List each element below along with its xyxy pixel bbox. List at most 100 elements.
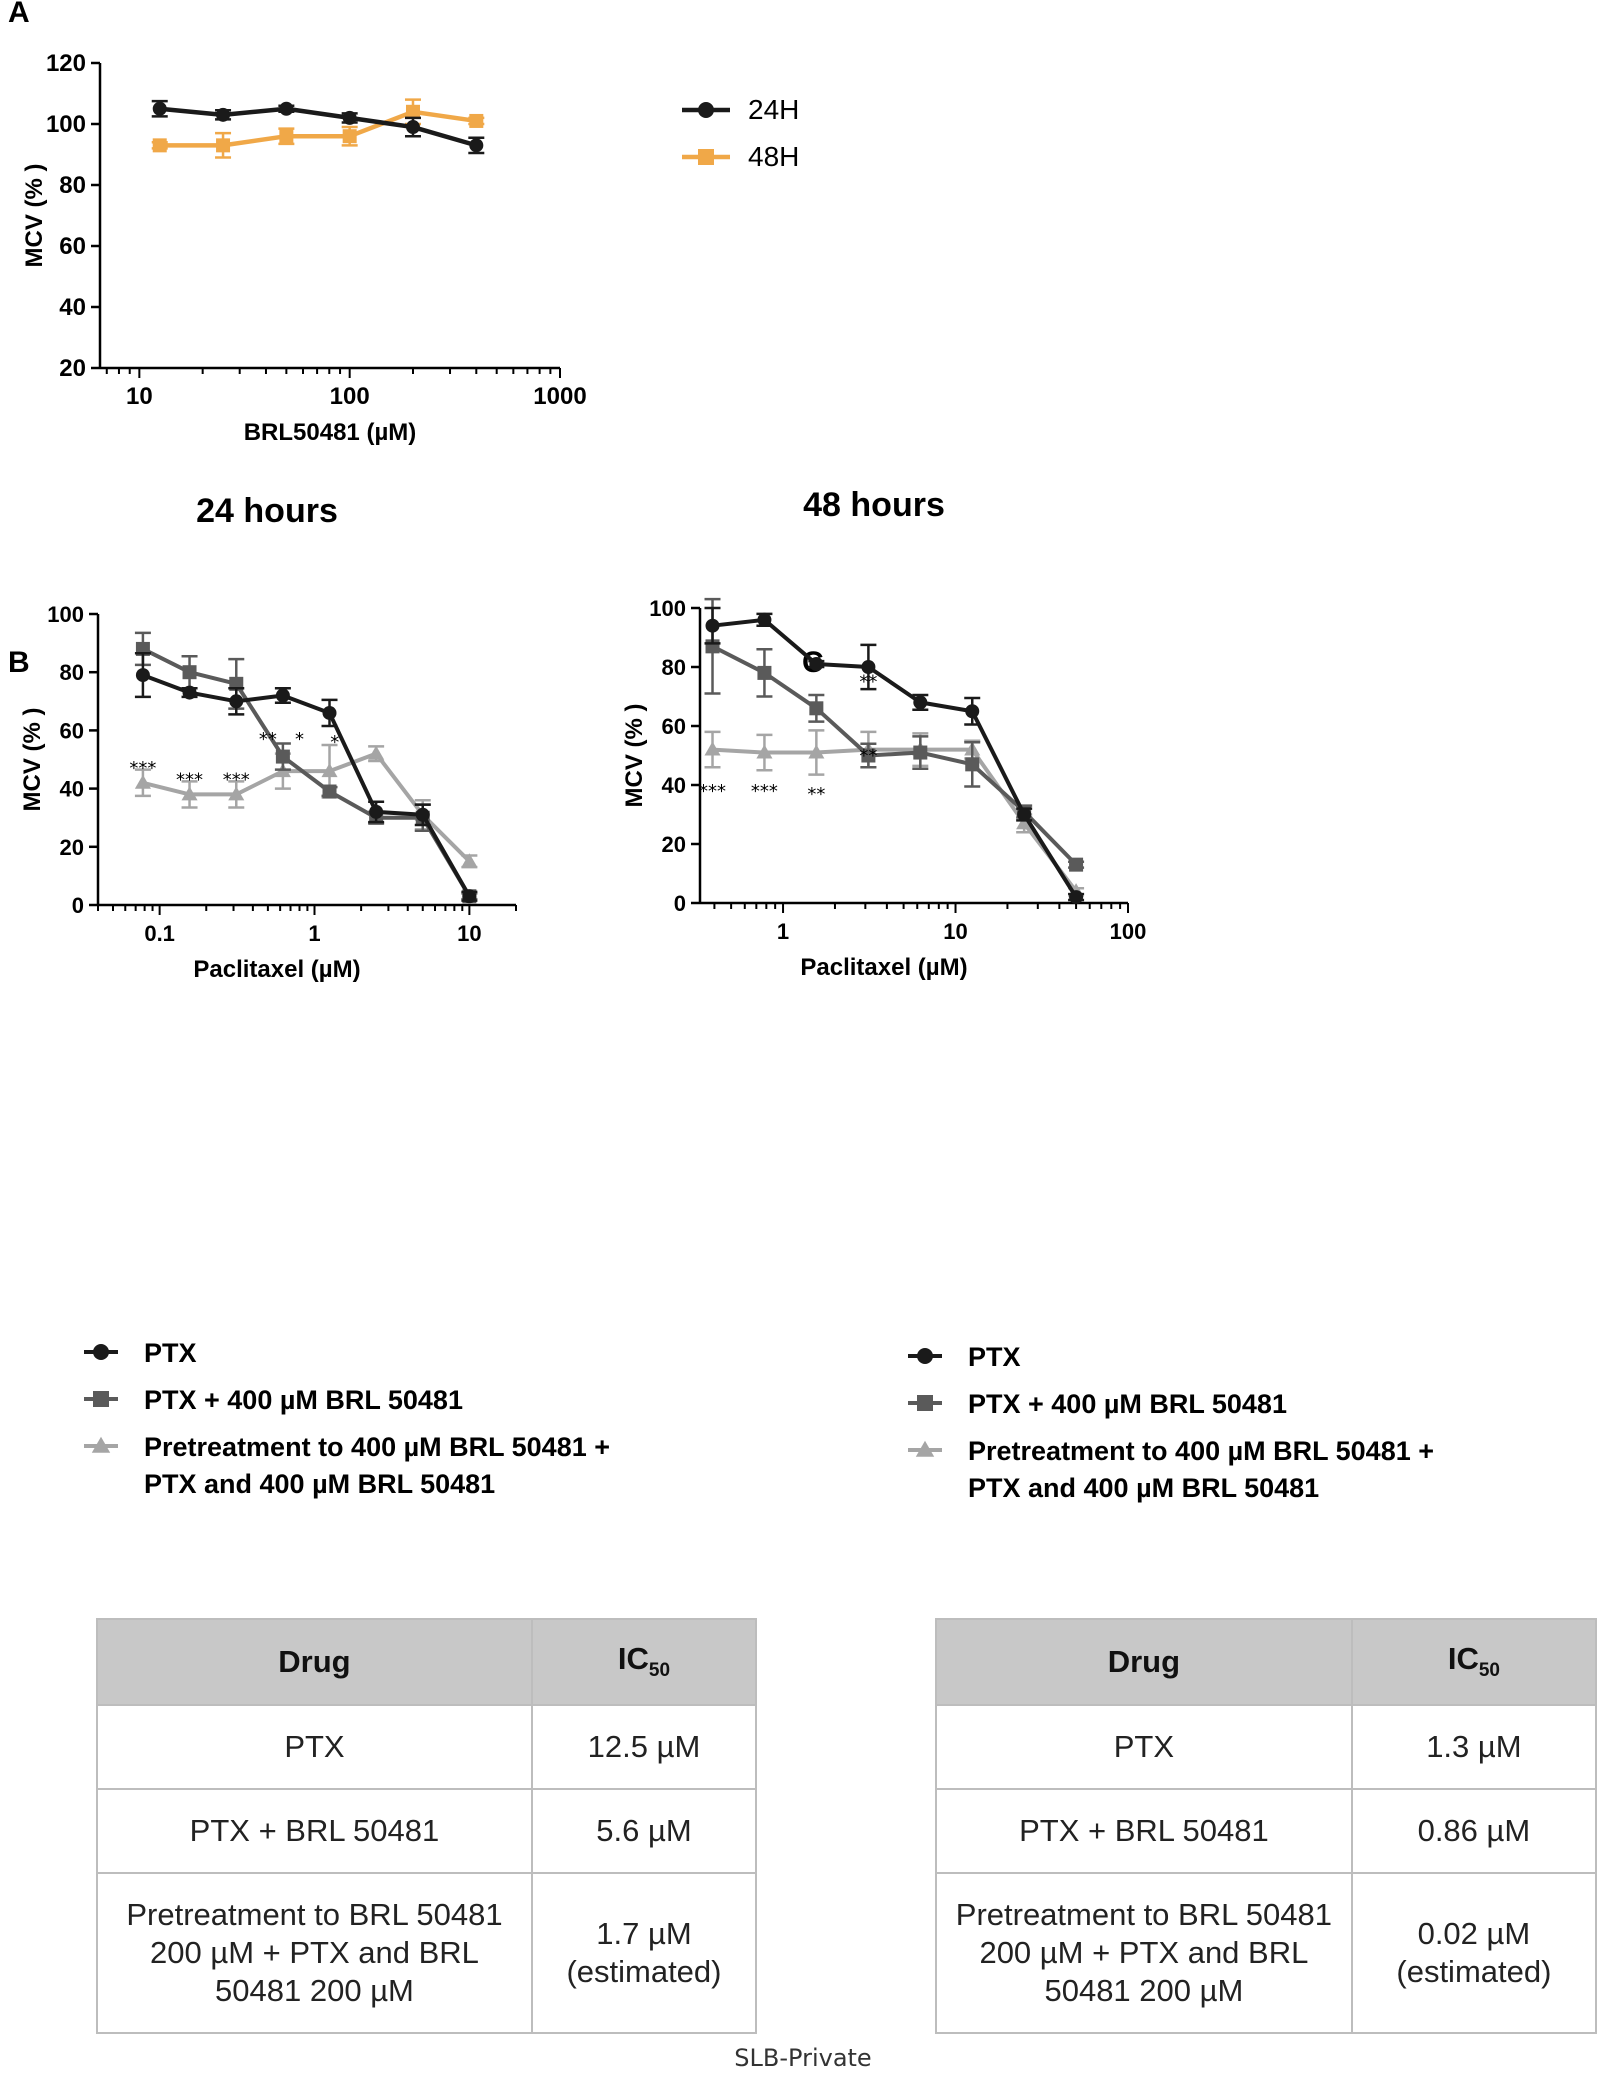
legend-label: PTX and 400 µM BRL 50481 <box>968 1473 1319 1503</box>
data-point <box>698 149 714 165</box>
table-header-drug: Drug <box>935 1618 1353 1706</box>
y-tick-label: 60 <box>60 718 84 743</box>
x-tick-label: 1 <box>777 919 789 944</box>
legend-label: PTX and 400 µM BRL 50481 <box>144 1469 495 1499</box>
table-header-ic50: IC50 <box>530 1618 758 1706</box>
data-point <box>279 101 294 116</box>
series-line <box>711 644 1078 867</box>
data-point <box>322 784 337 799</box>
data-point <box>469 138 484 153</box>
data-point <box>861 748 876 763</box>
data-point <box>93 1344 109 1360</box>
data-point <box>461 853 478 868</box>
x-axis-label: Paclitaxel (µM) <box>800 954 967 981</box>
significance-label: *** <box>751 781 778 802</box>
x-tick-label: 10 <box>126 383 153 410</box>
x-tick-label: 0.1 <box>144 921 175 946</box>
ic50-cell: 12.5 µM <box>530 1704 758 1790</box>
data-point <box>405 104 420 119</box>
cell-line: 5.6 µM <box>596 1813 692 1848</box>
data-point <box>182 685 197 700</box>
legend-label: Pretreatment to 400 µM BRL 50481 + <box>144 1432 610 1462</box>
chart-panel-a: 20 40 60 80 100 120 10 100 1000 BRL50481 (µM) MCV … <box>21 50 799 446</box>
data-point <box>809 701 824 716</box>
y-tick-label: 100 <box>47 602 84 627</box>
cell-line: 12.5 µM <box>587 1729 701 1764</box>
data-point <box>342 110 357 125</box>
significance-label: *** <box>223 770 250 791</box>
data-point <box>861 660 876 674</box>
cell-line: Pretreatment to BRL 50481 <box>126 1897 503 1932</box>
cell-line: 1.7 µM <box>596 1916 692 1951</box>
y-tick-label: 80 <box>59 172 86 199</box>
data-point <box>757 612 772 627</box>
data-point <box>181 786 198 801</box>
series-line <box>142 673 472 898</box>
cell-line: 50481 200 µM <box>215 1973 414 2008</box>
series-triangle <box>134 743 478 869</box>
x-tick-label: 10 <box>457 921 481 946</box>
series-circle <box>704 606 1085 905</box>
y-axis-label: MCV (% ) <box>21 164 48 268</box>
cell-line: (estimated) <box>566 1954 722 1989</box>
table-row: PTX + BRL 50481 0.86 µM <box>935 1788 1598 1874</box>
y-axis-label: MCV (% ) <box>19 708 46 812</box>
chart-panel-c: 0 20 40 60 80 100 1 10 100 Paclitaxel (µM) MCV (% … <box>621 486 1146 981</box>
ic50-cell: 1.3 µM <box>1350 1704 1598 1790</box>
data-point <box>1017 807 1032 822</box>
data-point <box>1016 815 1033 830</box>
y-tick-label: 80 <box>60 660 84 685</box>
cell-line: 0.86 µM <box>1417 1813 1531 1848</box>
ic50-cell: 5.6 µM <box>530 1788 758 1874</box>
data-point <box>913 745 928 760</box>
data-point <box>705 618 720 633</box>
cell-line: 1.3 µM <box>1426 1729 1522 1764</box>
cell-line: PTX + BRL 50481 <box>189 1813 440 1848</box>
data-point <box>342 129 357 144</box>
data-point <box>275 749 290 764</box>
data-point <box>152 138 167 153</box>
data-point <box>917 1395 933 1411</box>
y-tick-label: 60 <box>59 233 86 260</box>
significance-label: ** <box>259 729 277 750</box>
table-row: PTX 1.3 µM <box>935 1704 1598 1790</box>
data-point <box>152 101 167 116</box>
table-header-drug: Drug <box>96 1618 533 1706</box>
table-row: Pretreatment to BRL 50481 200 µM + PTX a… <box>935 1872 1598 2034</box>
y-tick-label: 120 <box>46 50 86 77</box>
legend-label: PTX <box>144 1338 197 1368</box>
header-drug-label: Drug <box>1107 1644 1181 1679</box>
legend-label: 48H <box>748 141 799 172</box>
data-point <box>757 665 772 680</box>
y-tick-label: 0 <box>72 893 84 918</box>
y-tick-label: 20 <box>662 832 686 857</box>
data-point <box>369 804 384 819</box>
data-point <box>216 138 231 153</box>
y-axis-label: MCV (% ) <box>621 704 648 808</box>
drug-cell: Pretreatment to BRL 50481 200 µM + PTX a… <box>96 1872 533 2034</box>
ic50-table-48h: Drug IC50 PTX 1.3 µM PTX + BRL 50481 0.8… <box>935 1618 1598 2034</box>
legend-label: Pretreatment to 400 µM BRL 50481 + <box>968 1436 1434 1466</box>
y-tick-label: 40 <box>662 773 686 798</box>
significance-label: *** <box>129 758 156 779</box>
data-point <box>756 744 773 759</box>
series-square <box>151 98 485 159</box>
data-point <box>965 704 980 719</box>
data-point <box>279 129 294 144</box>
series-line <box>159 106 477 148</box>
y-tick-label: 100 <box>46 111 86 138</box>
series-square <box>134 631 478 904</box>
ic50-table-24h: Drug IC50 PTX 12.5 µM PTX + BRL 50481 5.… <box>96 1618 758 2034</box>
cell-line: 0.02 µM <box>1417 1916 1531 1951</box>
significance-label: ** <box>859 672 877 693</box>
chart-title: 24 hours <box>196 492 338 530</box>
data-point <box>913 695 928 710</box>
header-ic-subscript: 50 <box>1478 1660 1500 1682</box>
chart-panel-b: 0 20 40 60 80 100 0.1 1 10 Paclitaxel (µM) MCV (% … <box>19 492 517 983</box>
header-ic-subscript: 50 <box>648 1660 671 1682</box>
significance-label: * <box>295 729 304 750</box>
data-point <box>229 694 244 709</box>
data-point <box>93 1391 109 1407</box>
data-point <box>182 665 197 680</box>
